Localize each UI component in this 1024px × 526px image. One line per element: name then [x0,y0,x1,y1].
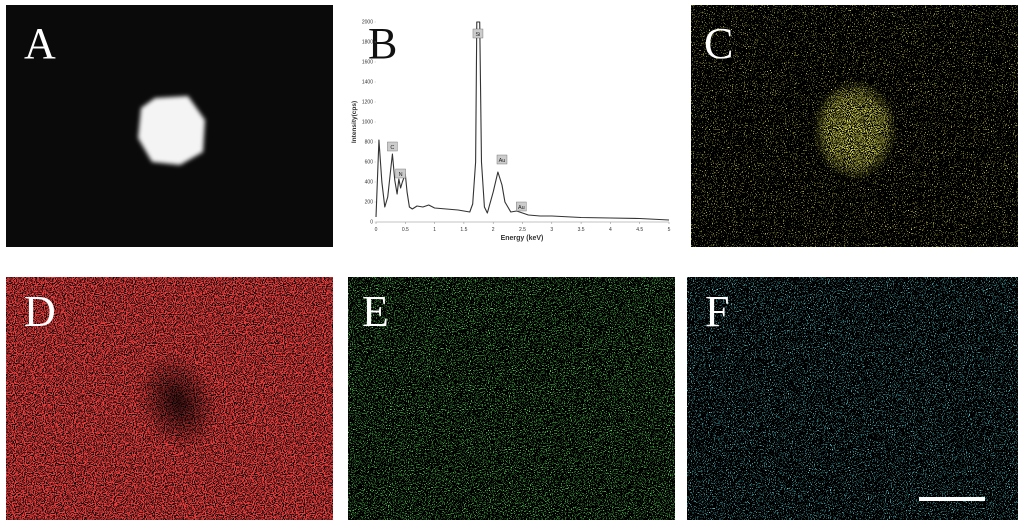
annotation-box [496,154,508,165]
x-tick-label: 2 [492,227,495,233]
annotation-box [387,141,398,152]
y-tick-label: 800 [365,140,374,146]
x-tick-label: 3 [550,227,553,233]
annotation: C [390,145,394,151]
annotation-box [472,28,484,39]
y-axis-label: Intensity(cps) [351,101,358,143]
panel-label: F [705,287,729,336]
panel-label: E [362,287,389,336]
x-tick-label: 5 [668,227,671,233]
noise [687,277,1018,520]
y-tick-label: 1400 [362,80,373,86]
annotation-box [516,201,527,212]
spectrum-chart: B Intensity(cps) Energy (keV) 0 200 400 600… [351,19,671,242]
noise [348,277,675,520]
x-axis-label: Energy (keV) [501,235,544,242]
x-tick-label: 0 [375,227,378,233]
x-tick-label: 4 [609,227,612,233]
spectrum-line [375,21,670,221]
annotation: N [399,172,403,178]
x-tick-label: 1 [433,227,436,233]
x-tick-label: 4.5 [636,227,643,233]
x-tick-label: 3.5 [578,227,585,233]
panel-label: B [368,19,397,68]
annotation-box [395,168,406,179]
panel-label: D [24,287,56,336]
y-tick-label: 2000 [362,20,373,26]
annotation: Si [476,32,481,38]
y-tick-label: 1200 [362,100,373,106]
annotation: Au [518,205,525,211]
y-tick-label: 0 [370,220,373,226]
x-tick-label: 1.5 [460,227,467,233]
y-tick-label: 600 [365,160,374,166]
y-tick-label: 200 [365,200,374,206]
shadow [137,353,219,451]
y-tick-label: 1000 [362,120,373,126]
particle [138,96,205,165]
x-tick-label: 0.5 [402,227,409,233]
annotation: Au [499,158,506,164]
y-tick-label: 400 [365,180,374,186]
panel-label: A [24,19,56,68]
y-tick-label: 1600 [362,60,373,66]
x-tick-label: 2.5 [519,227,526,233]
y-tick-label: 1800 [362,40,373,46]
noise-dense [691,5,1018,247]
panel-label: C [704,19,733,68]
scale-bar [919,497,985,501]
